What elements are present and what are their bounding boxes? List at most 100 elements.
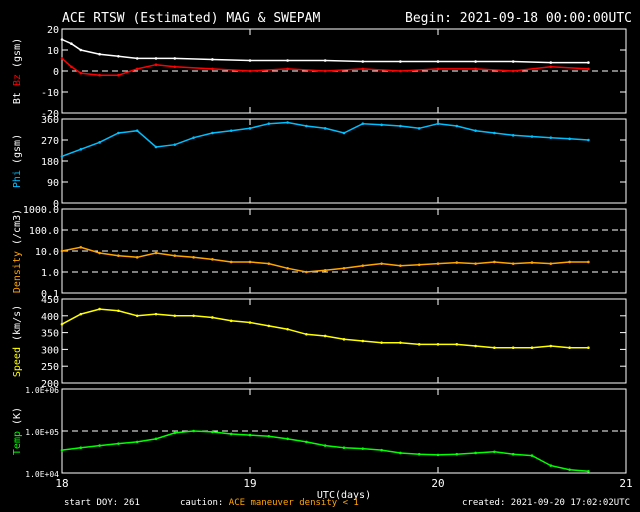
point-speed-0-25 <box>530 346 534 350</box>
point-speed-0-19 <box>417 343 421 346</box>
series-line-mag-0 <box>61 38 589 64</box>
point-phi-0-4 <box>135 129 139 132</box>
ytick-label-mag-4: -20 <box>41 109 59 120</box>
point-temp-0-17 <box>380 448 383 452</box>
point-temp-0-23 <box>493 450 496 454</box>
point-speed-0-24 <box>511 346 515 350</box>
point-temp-0-8 <box>211 430 214 434</box>
point-temp-0-22 <box>474 451 477 455</box>
point-phi-0-3 <box>117 131 120 135</box>
point-speed-0-10 <box>248 321 252 324</box>
point-mag-1-3 <box>98 73 101 77</box>
point-mag-0-5 <box>135 57 139 60</box>
panel-frame-phi <box>61 118 627 204</box>
point-temp-0-12 <box>286 437 289 441</box>
point-density-0-25 <box>530 261 534 264</box>
point-speed-0-23 <box>493 346 496 350</box>
point-phi-0-0 <box>60 155 64 158</box>
point-temp-0-3 <box>117 442 120 445</box>
point-mag-0-4 <box>117 55 120 58</box>
point-phi-0-7 <box>192 136 195 139</box>
point-density-0-8 <box>211 258 214 261</box>
point-phi-0-21 <box>455 124 459 128</box>
xaxis-label: UTC(days) <box>317 490 371 501</box>
series-line-speed-0 <box>61 308 589 349</box>
ytick-label-temp-1: 1.0E+05 <box>25 428 59 437</box>
point-density-0-10 <box>248 260 252 264</box>
point-speed-0-21 <box>455 343 459 346</box>
point-density-0-7 <box>192 256 195 259</box>
point-density-0-0 <box>60 249 64 253</box>
point-mag-0-3 <box>98 52 101 56</box>
point-temp-0-16 <box>361 447 365 450</box>
ytick-label-phi-4: 0 <box>53 199 59 210</box>
ylabel-part-mag-0: Bt <box>12 92 23 104</box>
point-density-0-11 <box>267 262 271 265</box>
point-density-0-3 <box>117 254 120 257</box>
point-mag-1-12 <box>361 67 365 71</box>
point-mag-1-4 <box>117 73 120 77</box>
point-phi-0-22 <box>474 129 477 132</box>
point-mag-1-14 <box>436 67 440 71</box>
point-mag-0-1 <box>70 42 73 45</box>
point-phi-0-8 <box>211 131 214 135</box>
point-mag-1-16 <box>511 69 515 73</box>
ylabel-part-mag-2: (gsm) <box>12 38 23 74</box>
point-mag-1-10 <box>286 67 289 71</box>
point-density-0-26 <box>549 262 553 265</box>
point-density-0-4 <box>135 256 139 259</box>
point-temp-0-5 <box>154 437 158 441</box>
start-doy-label: start DOY: 261 <box>64 498 140 508</box>
ylabel-part-density-1: (/cm3) <box>12 209 23 251</box>
ytick-label-phi-1: 270 <box>41 136 59 147</box>
point-mag-1-8 <box>211 67 214 71</box>
point-temp-0-20 <box>436 453 440 457</box>
ytick-label-density-2: 10.0 <box>35 247 59 258</box>
point-mag-0-6 <box>154 57 158 60</box>
point-phi-0-15 <box>342 131 346 135</box>
point-density-0-12 <box>286 267 289 270</box>
point-phi-0-20 <box>436 122 440 125</box>
point-temp-0-26 <box>549 464 553 467</box>
point-speed-0-20 <box>436 343 440 346</box>
point-density-0-19 <box>417 263 421 267</box>
point-speed-0-4 <box>135 314 139 318</box>
point-temp-0-10 <box>248 433 252 437</box>
point-speed-0-0 <box>60 322 64 326</box>
point-phi-0-14 <box>323 127 327 130</box>
point-speed-0-9 <box>229 319 233 323</box>
ytick-label-speed-1: 400 <box>41 312 59 323</box>
point-density-0-27 <box>568 260 571 264</box>
point-phi-0-1 <box>79 148 83 151</box>
point-speed-0-13 <box>305 332 308 336</box>
ytick-label-mag-0: 20 <box>47 25 59 36</box>
point-density-0-23 <box>493 260 496 264</box>
point-phi-0-19 <box>417 127 421 130</box>
point-density-0-1 <box>79 246 83 249</box>
point-mag-0-17 <box>549 61 553 64</box>
ytick-label-density-3: 1.0 <box>41 268 59 279</box>
point-speed-0-8 <box>211 316 214 319</box>
point-phi-0-17 <box>380 123 383 127</box>
point-mag-0-14 <box>436 60 440 63</box>
point-phi-0-16 <box>361 122 365 125</box>
xtick-label-2: 20 <box>431 477 444 490</box>
point-mag-1-2 <box>79 71 83 75</box>
point-phi-0-9 <box>229 129 233 132</box>
ytick-label-mag-1: 10 <box>47 46 59 57</box>
ytick-label-phi-3: 90 <box>47 178 59 189</box>
point-phi-0-23 <box>493 131 496 135</box>
point-mag-1-13 <box>399 69 402 73</box>
point-mag-1-5 <box>135 67 139 71</box>
point-density-0-16 <box>361 264 365 267</box>
point-density-0-24 <box>511 262 515 265</box>
ytick-label-density-0: 1000.0 <box>23 205 59 216</box>
point-speed-0-26 <box>549 344 553 348</box>
point-density-0-13 <box>305 270 308 274</box>
ytick-label-temp-0: 1.0E+06 <box>25 386 59 395</box>
point-speed-0-27 <box>568 346 571 350</box>
point-temp-0-27 <box>568 468 571 471</box>
point-mag-1-7 <box>173 65 177 69</box>
point-speed-0-12 <box>286 327 289 331</box>
